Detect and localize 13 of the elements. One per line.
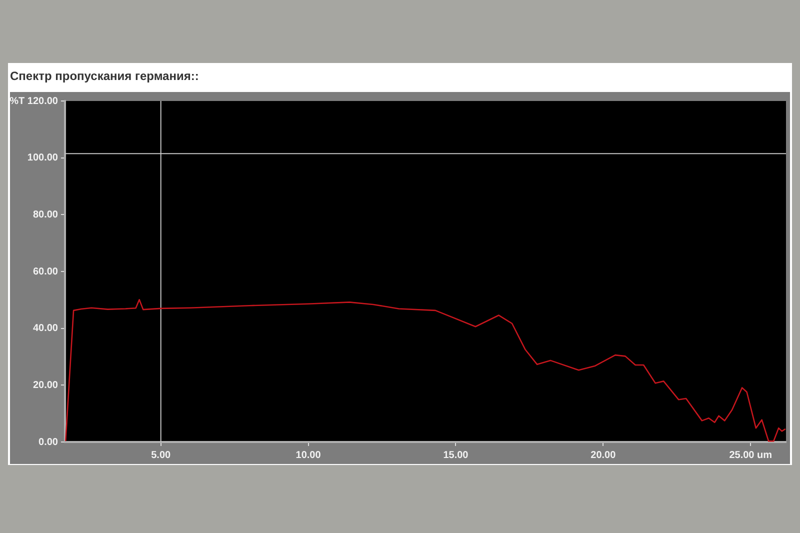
- x-tick-label: 10.00: [296, 450, 322, 461]
- y-tick-label: 100.00: [27, 152, 58, 164]
- x-tick-label: 25.00 um: [729, 450, 772, 461]
- y-tick-label: 40.00: [32, 323, 58, 334]
- x-tick-label: 5.00: [151, 450, 172, 461]
- x-tick-label: 15.00: [443, 450, 469, 461]
- x-tick-label: 20.00: [590, 450, 616, 461]
- y-tick-label: 20.00: [32, 380, 58, 391]
- y-tick-label: 60.00: [32, 266, 58, 278]
- chart-title: Спектр пропускания германия::: [10, 69, 199, 83]
- y-tick-label: 0.00: [38, 436, 58, 448]
- y-tick-label: %T 120.00: [10, 96, 58, 107]
- y-tick-label: 80.00: [32, 209, 58, 220]
